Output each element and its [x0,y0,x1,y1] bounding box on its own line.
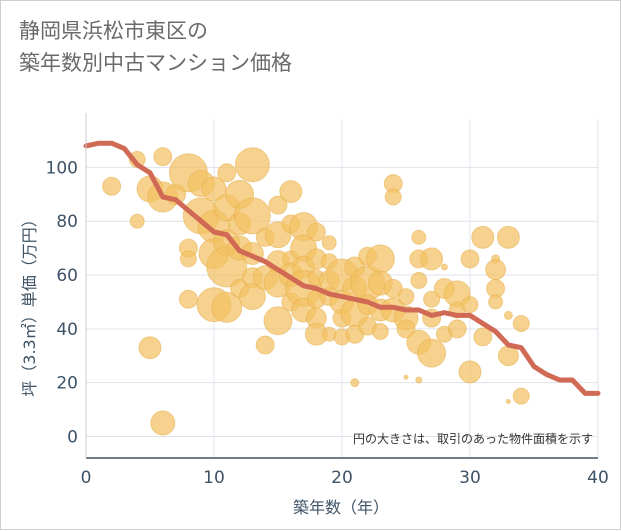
data-bubble [371,323,389,341]
axes: 0 10 20 30 40 0 20 40 60 80 100 [46,113,609,488]
data-bubble [415,376,423,384]
data-bubble [512,314,530,332]
data-bubble [471,225,495,249]
data-bubble [503,310,513,320]
data-bubble [397,288,415,306]
data-bubble [440,263,448,271]
data-bubble [150,410,176,436]
x-tick-label: 40 [587,468,609,488]
data-bubble [411,229,427,245]
data-bubble [178,289,198,309]
data-bubble [410,271,428,289]
data-bubble [458,360,482,384]
y-tick-label: 80 [56,212,78,232]
data-bubble [512,387,530,405]
x-tick-label: 20 [331,468,353,488]
x-tick-label: 10 [203,468,225,488]
data-bubble [496,225,520,249]
data-bubble [403,374,409,380]
data-bubble [384,188,402,206]
bubble-size-note: 円の大きさは、取引のあった物件面積を示す [353,431,593,446]
data-bubble [447,319,467,339]
x-axis-title: 築年数（年） [293,498,389,517]
data-bubble [263,306,293,336]
data-bubble [365,244,395,274]
data-bubble [201,176,227,202]
data-bubble [268,195,288,215]
data-bubble [138,336,162,360]
data-bubble [460,249,480,269]
data-bubble [423,290,441,308]
bubbles [102,147,530,436]
x-tick-label: 30 [459,468,481,488]
data-bubble [321,235,337,251]
data-bubble [306,222,326,242]
y-tick-label: 0 [67,427,78,447]
data-bubble [129,213,145,229]
data-bubble [505,399,511,404]
data-bubble [279,180,303,204]
data-bubble [461,296,479,314]
trend-line [83,140,601,396]
data-bubble [234,147,270,183]
chart-title: 静岡県浜松市東区の 築年数別中古マンション価格 [19,15,292,79]
chart-title-line-2: 築年数別中古マンション価格 [19,51,292,75]
data-bubble [420,247,444,271]
data-bubble [417,338,447,368]
y-tick-label: 40 [56,320,78,340]
data-bubble [233,197,271,235]
y-tick-label: 20 [56,374,78,394]
chart-title-line-1: 静岡県浜松市東区の [19,19,208,43]
y-tick-label: 100 [46,158,78,178]
data-bubble [488,294,504,310]
x-tick-label: 0 [81,468,92,488]
data-bubble [485,259,507,281]
data-bubble [238,283,266,311]
data-bubble [211,291,243,323]
data-bubble [473,327,493,347]
data-bubble [153,147,173,167]
data-bubble [179,250,197,268]
y-tick-label: 60 [56,266,78,286]
trend-line-path [83,140,601,396]
y-axis-title: 坪（3.3㎡）単価（万円） [20,211,39,396]
data-bubble [350,378,360,388]
data-bubble [217,163,237,183]
data-bubble [102,176,122,196]
data-bubble [255,335,275,355]
data-bubble [383,279,403,298]
